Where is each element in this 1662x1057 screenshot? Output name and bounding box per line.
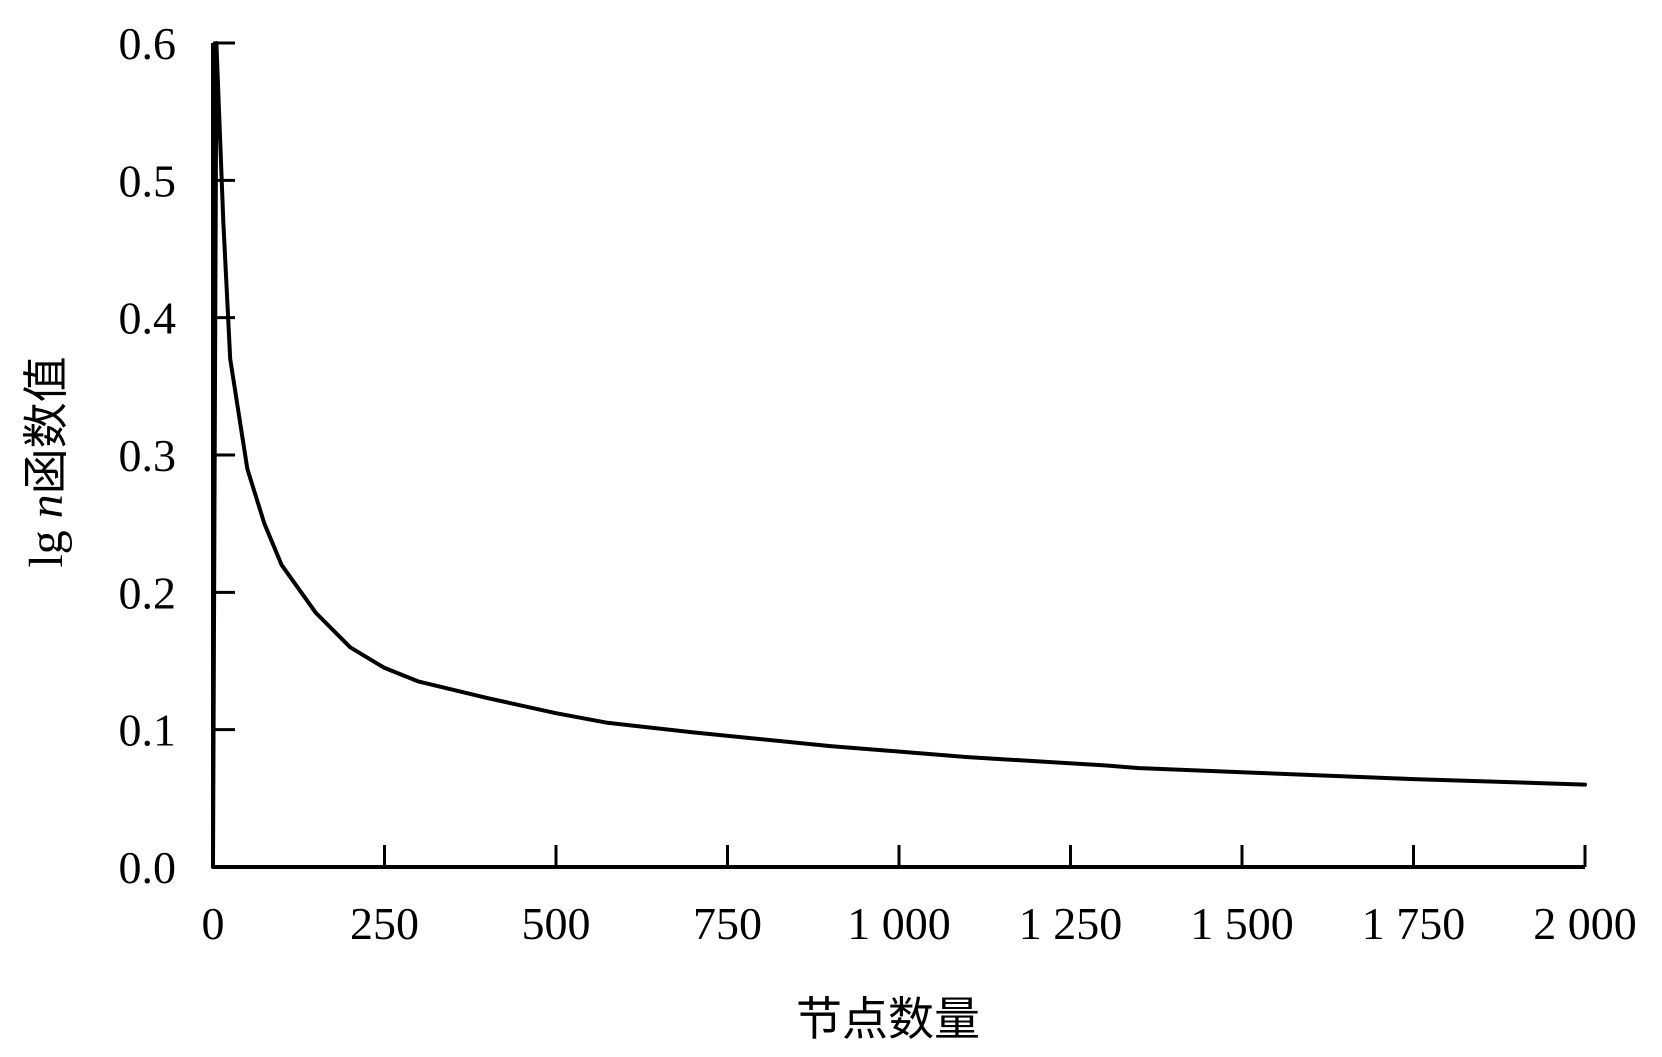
y-axis-title: lg n函数值 (19, 356, 73, 567)
x-tick-label: 2 000 (1533, 898, 1637, 949)
y-tick-label: 0.1 (119, 705, 177, 756)
y-tick-label: 0.4 (119, 293, 177, 344)
x-tick-label: 250 (350, 898, 419, 949)
axes (211, 43, 1585, 869)
ticks (211, 41, 1587, 869)
x-tick-label: 500 (522, 898, 591, 949)
series-line (211, 41, 1587, 869)
x-tick-label: 0 (202, 898, 225, 949)
tick-labels: 0.0 0.1 0.2 0.3 0.4 0.5 0.6 0 250 500 750 1 000 1 25… (119, 18, 1637, 949)
x-axis-title: 节点数量 (796, 992, 980, 1046)
x-tick-label: 1 000 (847, 898, 951, 949)
series-group (211, 41, 1587, 869)
y-axis-title-italic: n (20, 494, 73, 518)
y-tick-label: 0.0 (119, 842, 177, 893)
y-axis-title-prefix: lg (20, 518, 73, 567)
x-tick-label: 1 500 (1190, 898, 1294, 949)
y-axis-title-suffix: 函数值 (19, 356, 73, 494)
y-tick-label: 0.2 (119, 567, 177, 618)
y-tick-label: 0.5 (119, 155, 177, 206)
y-tick-label: 0.6 (119, 18, 177, 69)
x-tick-label: 1 750 (1362, 898, 1466, 949)
y-tick-label: 0.3 (119, 430, 177, 481)
x-tick-label: 1 250 (1019, 898, 1123, 949)
x-tick-label: 750 (693, 898, 762, 949)
